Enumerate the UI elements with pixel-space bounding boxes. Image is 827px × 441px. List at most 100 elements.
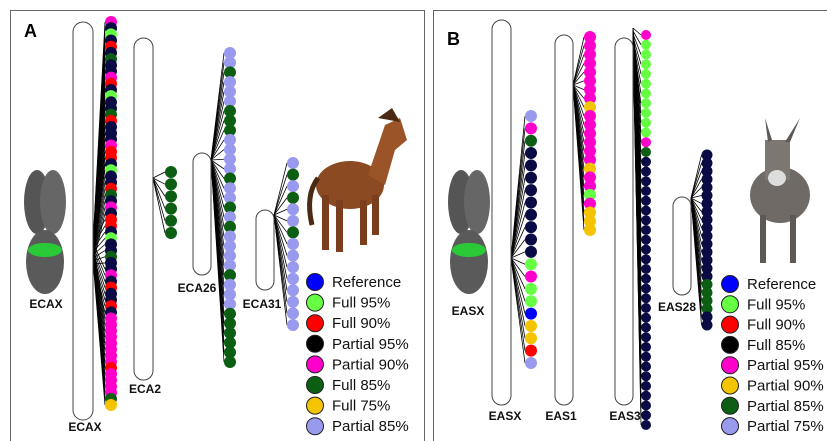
panel-letter: B	[447, 29, 460, 49]
marker-dot	[641, 40, 651, 50]
link-line	[633, 28, 641, 35]
marker-dot	[641, 352, 651, 362]
marker-dot	[287, 250, 299, 262]
legend-swatch	[722, 397, 739, 414]
marker-dot	[287, 284, 299, 296]
legend-label: Full 85%	[747, 337, 805, 354]
marker-dot	[525, 110, 537, 122]
link-line	[211, 159, 224, 160]
legend-swatch	[307, 335, 324, 352]
marker-dot	[525, 196, 537, 208]
legend-label: Partial 95%	[747, 357, 824, 374]
legend-label: Full 75%	[332, 398, 390, 415]
chromosome-label: EAS3	[609, 409, 641, 423]
chromosome-label: ECA31	[243, 297, 282, 311]
ideogram-signal	[452, 243, 486, 257]
ideogram	[464, 170, 490, 234]
link-line	[153, 178, 165, 233]
marker-dot	[165, 215, 177, 227]
marker-dot	[641, 128, 651, 138]
legend-swatch	[722, 357, 739, 374]
marker-dot	[641, 401, 651, 411]
marker-dot	[641, 371, 651, 381]
marker-dot	[287, 215, 299, 227]
marker-dot	[525, 172, 537, 184]
marker-dot	[641, 50, 651, 60]
chromosome-label: EASX	[489, 409, 522, 423]
chromosome-label: EAS28	[658, 300, 696, 314]
ideogram	[40, 170, 66, 234]
marker-dot	[525, 345, 537, 357]
marker-dot	[105, 399, 117, 411]
legend-label: Full 95%	[332, 295, 390, 312]
marker-dot	[525, 209, 537, 221]
chromosome	[492, 20, 511, 405]
marker-dot	[641, 284, 651, 294]
ideogram-signal	[28, 243, 62, 257]
legend-swatch	[722, 336, 739, 353]
chromosome	[134, 38, 153, 380]
marker-dot	[641, 186, 651, 196]
chromosome	[256, 210, 274, 290]
marker-dot	[287, 157, 299, 169]
chromosome-label: ECAX	[68, 420, 101, 434]
marker-dot	[287, 319, 299, 331]
legend-label: Full 95%	[747, 296, 805, 313]
legend-swatch	[722, 316, 739, 333]
legend-swatch	[307, 315, 324, 332]
marker-dot	[641, 118, 651, 128]
legend-swatch	[307, 274, 324, 291]
legend-label: Partial 95%	[332, 336, 409, 353]
legend-swatch	[722, 377, 739, 394]
marker-dot	[641, 264, 651, 274]
marker-dot	[525, 184, 537, 196]
marker-dot	[641, 410, 651, 420]
panel-letter: A	[24, 21, 37, 41]
marker-dot	[525, 135, 537, 147]
marker-dot	[525, 320, 537, 332]
marker-dot	[287, 273, 299, 285]
marker-dot	[525, 159, 537, 171]
marker-dot	[641, 215, 651, 225]
legend-label: Partial 85%	[747, 398, 824, 415]
link-line	[153, 172, 165, 178]
marker-dot	[287, 261, 299, 273]
marker-dot	[584, 224, 596, 236]
link-line	[274, 175, 287, 215]
marker-dot	[287, 226, 299, 238]
marker-dot	[525, 258, 537, 270]
marker-dot	[641, 303, 651, 313]
marker-dot	[641, 362, 651, 372]
marker-dot	[525, 295, 537, 307]
marker-dot	[641, 59, 651, 69]
legend-label: Full 85%	[332, 377, 390, 394]
marker-dot	[165, 190, 177, 202]
marker-dot	[165, 166, 177, 178]
legend-swatch	[307, 377, 324, 394]
marker-dot	[641, 225, 651, 235]
marker-dot	[525, 283, 537, 295]
marker-dot	[641, 98, 651, 108]
marker-dot	[641, 235, 651, 245]
legend-label: Partial 85%	[332, 418, 409, 435]
ideogram	[26, 230, 64, 294]
chromosome	[673, 197, 691, 295]
marker-dot	[525, 357, 537, 369]
ideogram	[450, 230, 488, 294]
marker-dot	[641, 293, 651, 303]
legend-label: Reference	[332, 274, 401, 291]
marker-dot	[641, 254, 651, 264]
ideogram-label: ECAX	[29, 297, 62, 311]
link-line	[274, 215, 287, 256]
chromosome	[73, 22, 93, 420]
marker-dot	[641, 79, 651, 89]
legend-swatch	[307, 356, 324, 373]
marker-dot	[641, 420, 651, 430]
marker-dot	[525, 122, 537, 134]
legend-swatch	[722, 296, 739, 313]
marker-dot	[165, 227, 177, 239]
marker-dot	[641, 391, 651, 401]
marker-dot	[224, 356, 236, 368]
legend-swatch	[307, 294, 324, 311]
marker-dot	[641, 30, 651, 40]
